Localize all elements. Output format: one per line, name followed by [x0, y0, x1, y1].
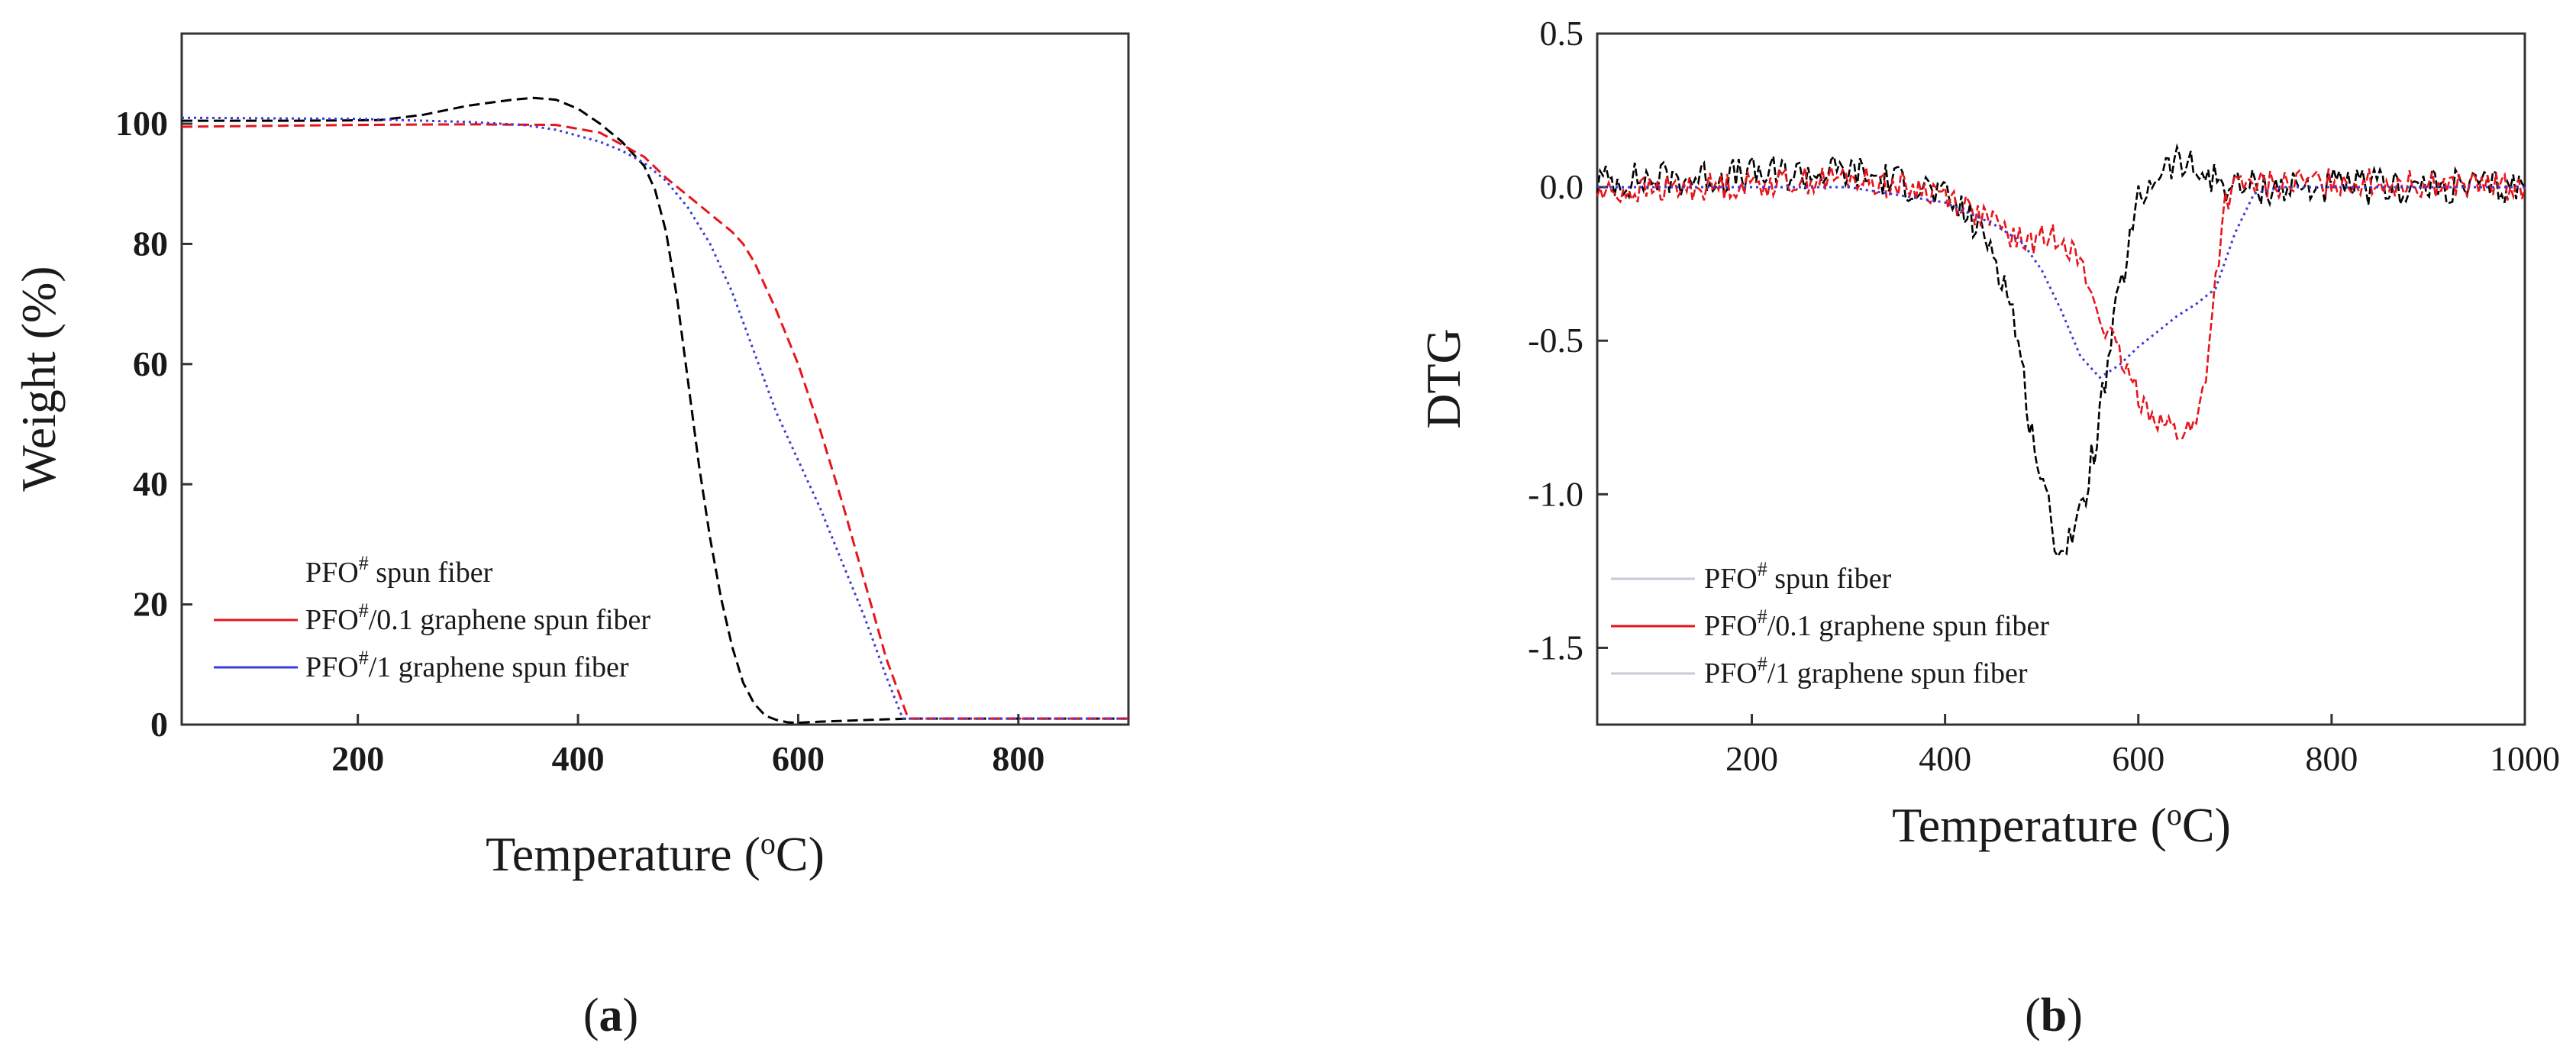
legend-entry: PFO#/0.1 graphene spun fiber	[1704, 606, 2049, 642]
y-tick-label: 0.0	[1540, 167, 1584, 206]
y-tick-label: 0	[150, 705, 168, 744]
panel-b-label: (b)	[2025, 990, 2083, 1041]
panel-a-weight-chart: 0 20 40 60 80 100 200 400 600 800 PFO# spun fibe…	[11, 32, 1130, 1041]
series-line-3	[1597, 186, 2525, 379]
legend-entry: PFO#/1 graphene spun fiber	[305, 647, 629, 683]
y-tick-label: 20	[133, 585, 168, 624]
x-tick-label: 200	[1725, 739, 1778, 778]
panel-a-series	[181, 96, 1128, 725]
panel-b-x-ticks: 200 400 600 800 1000	[1725, 714, 2560, 778]
x-tick-label: 400	[1919, 739, 1971, 778]
x-tick-label: 1000	[2490, 739, 2560, 778]
legend-entry: PFO#/0.1 graphene spun fiber	[305, 599, 650, 636]
panel-b-plot-frame	[1596, 32, 2526, 726]
y-tick-label: 80	[133, 224, 168, 263]
panel-b-y-axis-title: DTG	[1416, 328, 1470, 429]
y-tick-label: 40	[133, 464, 168, 503]
y-tick-label: 0.5	[1540, 14, 1584, 53]
panel-b-legend: PFO# spun fiber PFO#/0.1 graphene spun fi…	[1611, 558, 2049, 689]
x-tick-label: 200	[331, 739, 384, 778]
series-line-1	[1596, 143, 2526, 558]
panel-a-y-ticks: 0 20 40 60 80 100	[115, 104, 192, 744]
panel-a-x-axis-title: Temperature (oC)	[486, 826, 825, 881]
series-line-2	[181, 123, 1128, 720]
legend-entry: PFO#/1 graphene spun fiber	[1704, 653, 2028, 689]
x-tick-label: 800	[2305, 739, 2358, 778]
y-tick-label: 60	[133, 344, 168, 383]
x-tick-label: 600	[772, 739, 825, 778]
panel-a-label: (a)	[583, 990, 638, 1041]
panel-a-plot-frame	[180, 32, 1130, 726]
panel-b-series	[1596, 143, 2526, 558]
panel-a-legend: PFO# spun fiber PFO#/0.1 graphene spun fi…	[214, 552, 650, 683]
legend-entry: PFO# spun fiber	[305, 552, 493, 589]
series-line-2	[1596, 166, 2526, 441]
panel-b-x-axis-title: Temperature (oC)	[1892, 797, 2231, 852]
legend-entry: PFO# spun fiber	[1704, 558, 1892, 595]
panel-a-x-ticks: 200 400 600 800	[331, 714, 1044, 778]
y-tick-label: 100	[115, 104, 168, 143]
y-tick-label: -1.0	[1528, 474, 1583, 513]
series-line-3	[181, 116, 1128, 720]
panel-b-y-ticks: 0.5 0.0 -0.5 -1.0 -1.5	[1528, 14, 1608, 667]
x-tick-label: 600	[2112, 739, 2164, 778]
x-tick-label: 400	[552, 739, 605, 778]
y-tick-label: -1.5	[1528, 628, 1583, 667]
panel-a-y-axis-title: Weight (%)	[11, 266, 66, 491]
x-tick-label: 800	[992, 739, 1044, 778]
panel-b-dtg-chart: 0.5 0.0 -0.5 -1.0 -1.5 200 400 600 800 1000 PFO#…	[1416, 14, 2560, 1041]
y-tick-label: -0.5	[1528, 321, 1583, 360]
